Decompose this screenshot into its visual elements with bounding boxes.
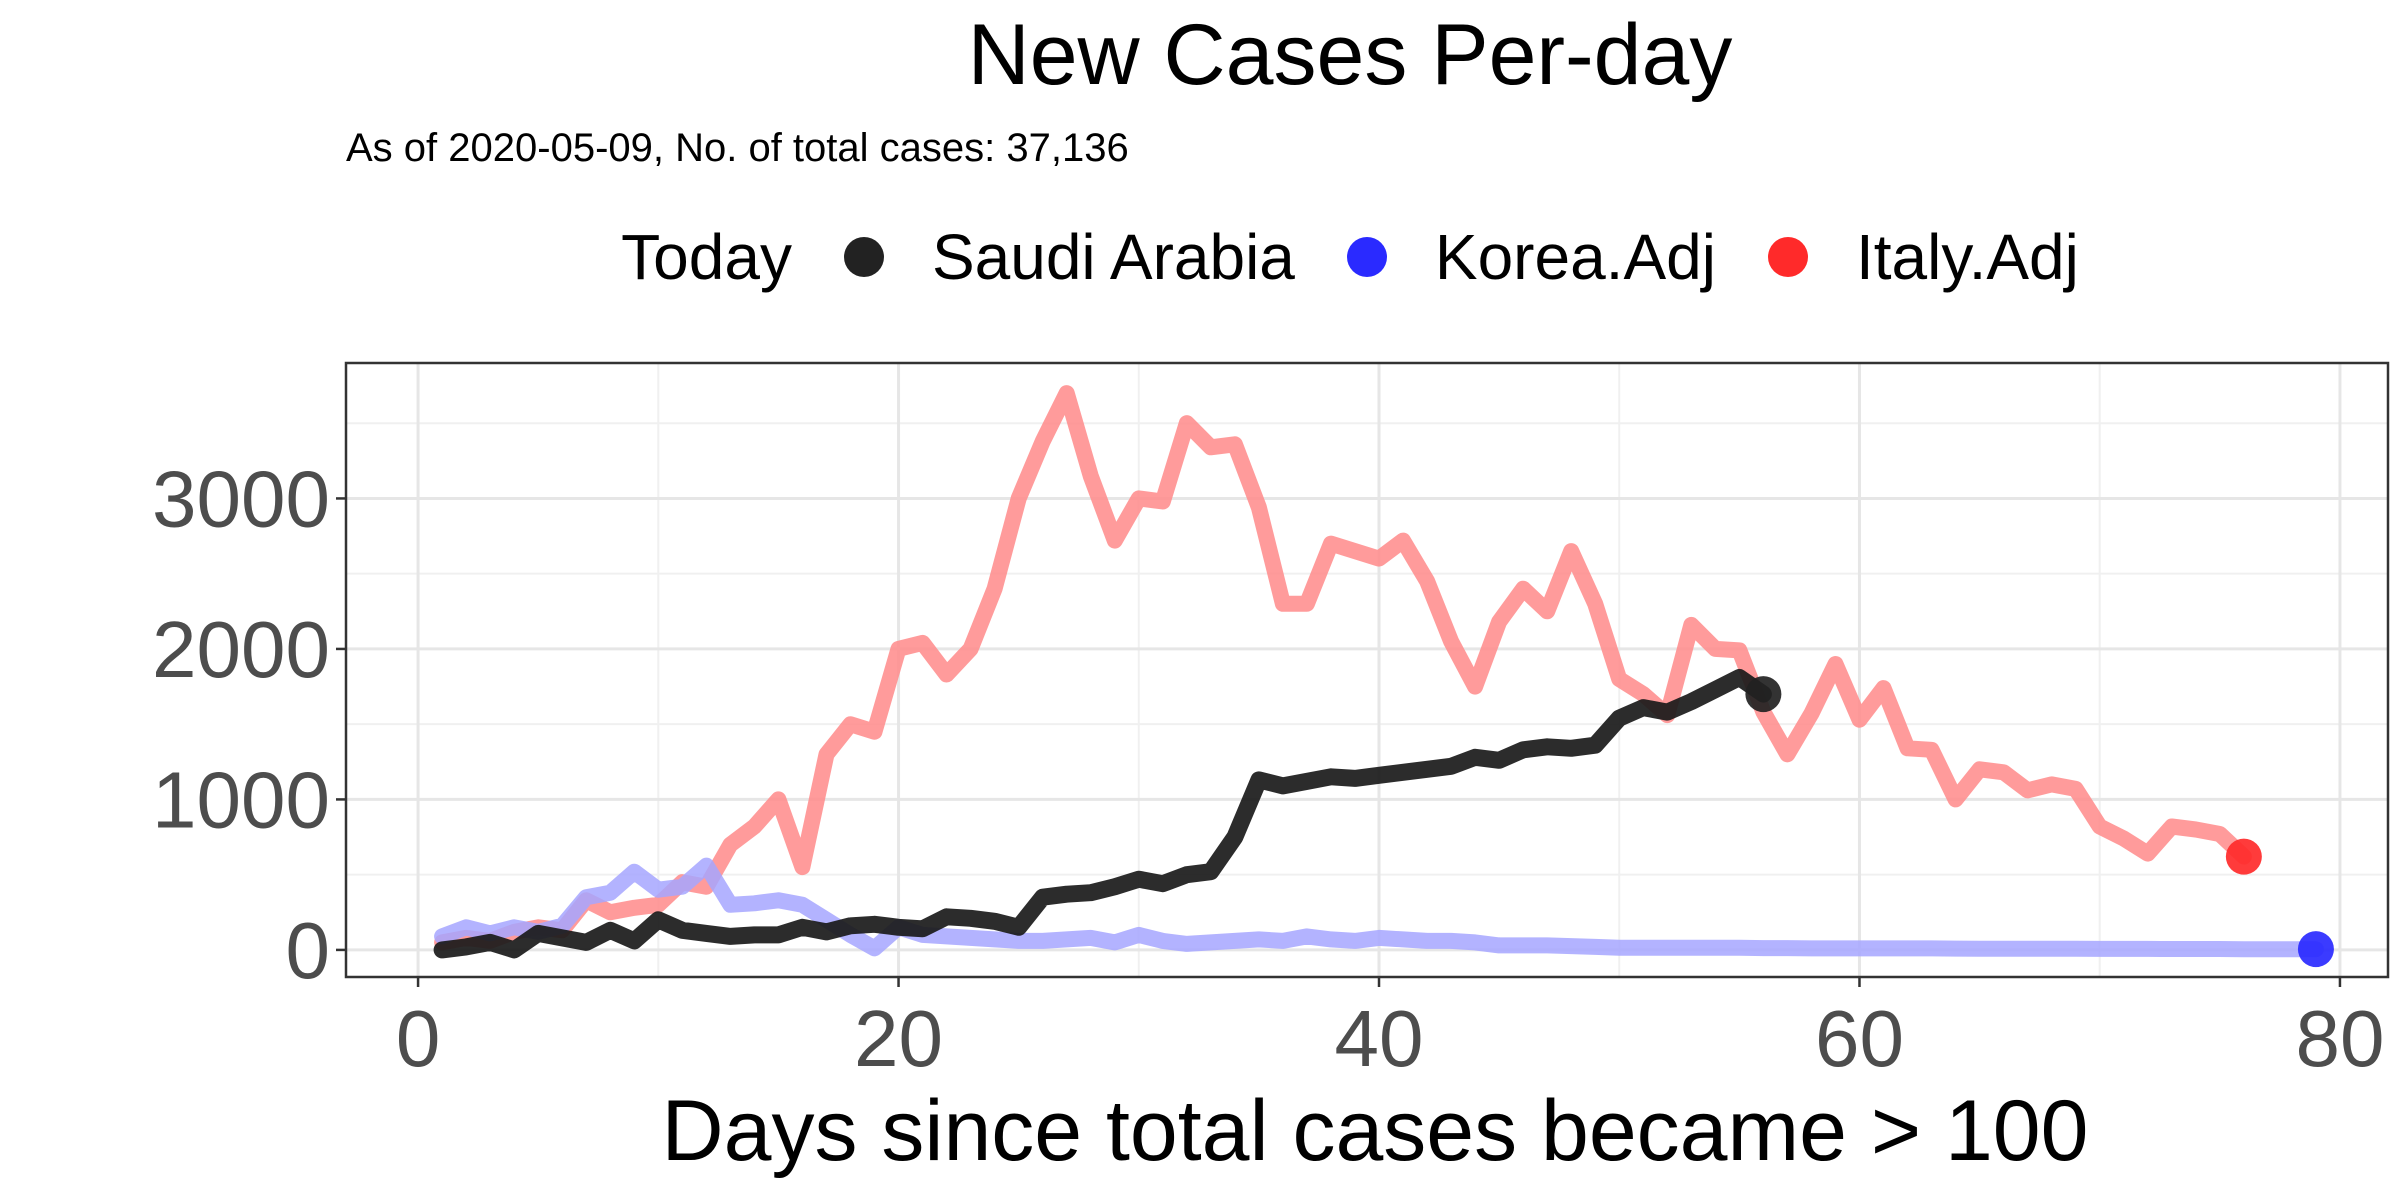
- legend-swatch-saudi-arabia: [843, 237, 884, 277]
- series-line-korea-adj: [434, 857, 2324, 958]
- chart-title: New Cases Per-day: [967, 7, 1733, 103]
- legend-item-italy-adj: Italy.Adj: [1767, 220, 2079, 294]
- legend-title: Today: [621, 221, 792, 293]
- x-tick-label: 40: [1335, 994, 1424, 1083]
- panel-border: [344, 361, 2390, 979]
- legend-label-saudi-arabia: Saudi Arabia: [931, 221, 1295, 293]
- x-axis-label: Days since total cases became > 100: [661, 1083, 2089, 1179]
- y-tick-label: 2000: [152, 605, 330, 694]
- x-tick-label: 20: [854, 994, 943, 1083]
- axis-layer: 0 20 40 60 80 0 1000 2000 3000: [152, 454, 2384, 1083]
- series-line-saudi-arabia: [433, 669, 1772, 959]
- chart-subtitle: As of 2020-05-09, No. of total cases: 37…: [346, 126, 1129, 170]
- legend-swatch-italy-adj: [1767, 237, 1808, 277]
- y-tick-label: 3000: [152, 454, 330, 543]
- legend: Today Saudi Arabia Korea.Adj Italy.Adj: [0, 212, 2400, 302]
- legend-label-korea-adj: Korea.Adj: [1434, 221, 1716, 293]
- x-tick-label: 80: [2295, 994, 2384, 1083]
- series-line-italy-adj: [434, 385, 2252, 951]
- legend-swatch-korea-adj: [1346, 237, 1387, 277]
- y-tick-label: 1000: [152, 755, 330, 844]
- legend-item-korea-adj: Korea.Adj: [1346, 220, 1716, 294]
- series-end-marker-saudi-arabia: [1745, 676, 1782, 713]
- legend-item-saudi-arabia: Saudi Arabia: [843, 220, 1295, 294]
- series-layer: [433, 385, 2334, 968]
- x-tick-label: 60: [1815, 994, 1904, 1083]
- series-end-marker-italy-adj: [2225, 838, 2262, 875]
- y-tick-label: 0: [286, 906, 331, 995]
- series-end-marker-korea-adj: [2297, 931, 2334, 968]
- x-tick-label: 0: [396, 994, 441, 1083]
- legend-label-italy-adj: Italy.Adj: [1855, 221, 2079, 293]
